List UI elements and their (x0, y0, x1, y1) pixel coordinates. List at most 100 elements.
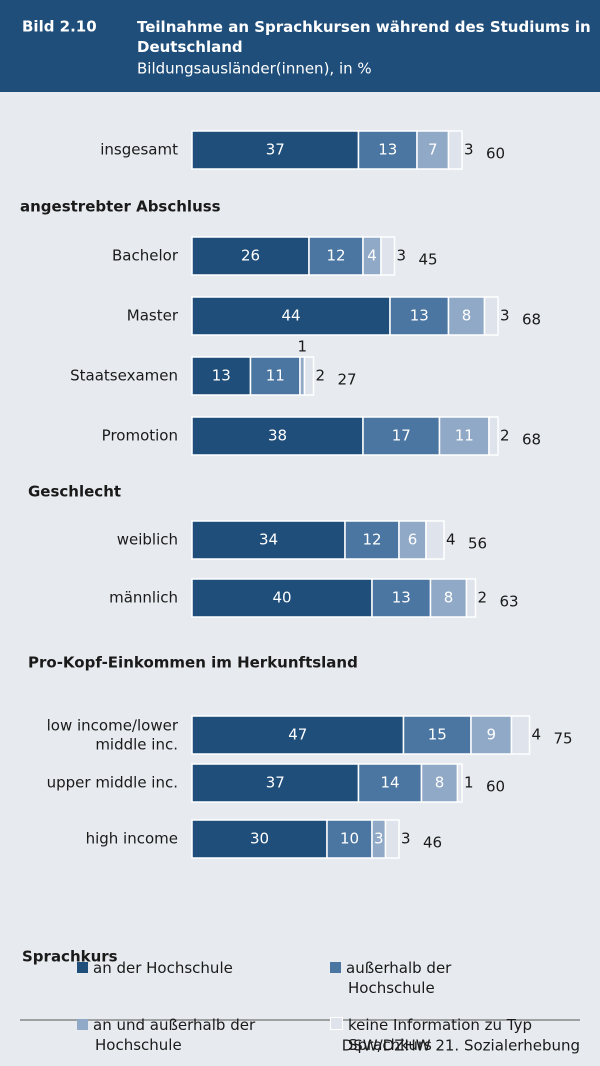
value-label: 1 (297, 338, 307, 356)
bar-segment (344, 520, 400, 560)
category-label: männlich (109, 589, 178, 607)
bar-segment (470, 715, 513, 755)
value-label: 34 (259, 531, 278, 549)
value-label: 47 (288, 726, 307, 744)
bar-segment (483, 296, 499, 336)
header-band (0, 0, 600, 92)
total-label: 46 (423, 834, 442, 852)
value-label: 2 (316, 367, 326, 385)
value-label: 12 (326, 247, 345, 265)
value-label: 10 (340, 830, 359, 848)
bar-segment (398, 520, 427, 560)
value-label: 7 (428, 141, 438, 159)
bar-segment (380, 236, 396, 276)
figure-number: Bild 2.10 (22, 18, 97, 36)
group-title: Geschlecht (28, 483, 121, 501)
bar-segment (447, 296, 486, 336)
bar-segment (488, 416, 499, 456)
value-label: 1 (464, 774, 474, 792)
category-label: upper middle inc. (47, 774, 178, 792)
value-label: 3 (464, 141, 474, 159)
bar-segment (308, 236, 364, 276)
total-label: 45 (419, 251, 438, 269)
bar-segment (191, 356, 252, 396)
category-label: Master (127, 307, 179, 325)
value-label: 11 (455, 427, 474, 445)
total-label: 60 (486, 145, 505, 163)
value-label: 13 (392, 589, 411, 607)
value-label: 3 (397, 247, 407, 265)
legend-item: an und außerhalb der Hochschule (77, 1015, 285, 1055)
bar-segment (384, 819, 400, 859)
total-label: 27 (338, 371, 357, 389)
value-label: 38 (268, 427, 287, 445)
value-label: 14 (380, 774, 399, 792)
category-label: Bachelor (112, 247, 179, 265)
category-label: high income (86, 830, 178, 848)
legend-label: keine Information zu Typ Sprachkurs (348, 1016, 533, 1054)
category-label: Staatsexamen (70, 367, 178, 385)
bar-segment (416, 130, 450, 170)
bar-segment (191, 578, 373, 618)
legend-label: an der Hochschule (93, 959, 233, 977)
bar-segment (357, 763, 423, 803)
value-label: 4 (367, 247, 377, 265)
bar-segment (389, 296, 450, 336)
bar-segment (425, 520, 445, 560)
bar-segment (191, 296, 391, 336)
total-label: 63 (500, 593, 519, 611)
value-label: 13 (212, 367, 231, 385)
bar-segment (510, 715, 531, 755)
legend-swatch (330, 962, 341, 973)
value-label: 8 (462, 307, 472, 325)
value-label: 15 (428, 726, 447, 744)
value-label: 17 (392, 427, 411, 445)
value-label: 4 (532, 726, 542, 744)
bar-segment (402, 715, 472, 755)
value-label: 13 (378, 141, 397, 159)
legend-swatch (330, 1017, 343, 1030)
total-label: 68 (522, 431, 541, 449)
legend-swatch (77, 962, 88, 973)
value-label: 44 (281, 307, 300, 325)
legend-title: Sprachkurs (22, 948, 118, 966)
bar-segment (456, 763, 463, 803)
category-label: Promotion (102, 427, 178, 445)
bar-segment (447, 130, 463, 170)
legend-item: keine Information zu Typ Sprachkurs (330, 1015, 538, 1055)
bar-segment (303, 356, 315, 396)
bar-segment (371, 578, 432, 618)
value-label: 8 (435, 774, 445, 792)
value-label: 6 (408, 531, 418, 549)
bar-segment (429, 578, 468, 618)
bar-segment (357, 130, 418, 170)
bar-segment (191, 416, 364, 456)
value-label: 9 (486, 726, 496, 744)
category-label: insgesamt (100, 141, 178, 159)
total-label: 75 (554, 730, 573, 748)
bar-segment (191, 763, 360, 803)
value-label: 13 (410, 307, 429, 325)
value-label: 40 (272, 589, 291, 607)
category-label: low income/lower middle inc. (47, 716, 179, 753)
bar-segment (438, 416, 490, 456)
chart-title: Teilnahme an Sprachkursen während des St… (137, 18, 591, 56)
total-label: 68 (522, 311, 541, 329)
legend-label: an und außerhalb der Hochschule (93, 1016, 256, 1054)
value-label: 8 (444, 589, 454, 607)
bar-segment (465, 578, 477, 618)
value-label: 37 (266, 141, 285, 159)
bar-segment (420, 763, 459, 803)
value-label: 3 (374, 830, 384, 848)
source: DSW/DZHW 21. Sozialerhebung (342, 1037, 580, 1055)
value-label: 11 (266, 367, 285, 385)
legend-label: außerhalb der Hochschule (346, 959, 452, 997)
legend-item: außerhalb der Hochschule (330, 958, 538, 998)
bar-segment (249, 356, 301, 396)
total-label: 56 (468, 535, 487, 553)
value-label: 2 (500, 427, 510, 445)
value-label: 30 (250, 830, 269, 848)
total-label: 60 (486, 778, 505, 796)
